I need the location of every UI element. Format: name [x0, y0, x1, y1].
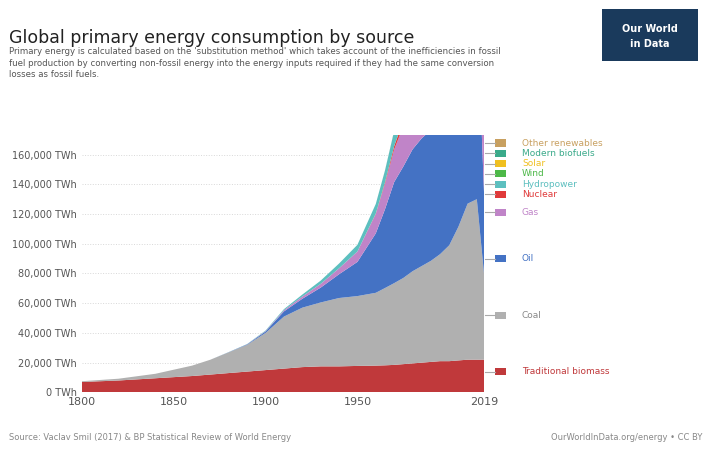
- Text: Primary energy is calculated based on the 'substitution method' which takes acco: Primary energy is calculated based on th…: [9, 47, 501, 56]
- Text: in Data: in Data: [630, 39, 669, 49]
- Text: Solar: Solar: [522, 159, 545, 168]
- Text: Our World: Our World: [622, 24, 678, 34]
- Text: Gas: Gas: [522, 208, 539, 217]
- Text: Hydropower: Hydropower: [522, 179, 577, 189]
- Text: Oil: Oil: [522, 254, 534, 263]
- Text: losses as fossil fuels.: losses as fossil fuels.: [9, 70, 100, 79]
- Text: Nuclear: Nuclear: [522, 190, 557, 199]
- Text: Global primary energy consumption by source: Global primary energy consumption by sou…: [9, 29, 414, 47]
- Text: Wind: Wind: [522, 170, 545, 178]
- Text: Source: Vaclav Smil (2017) & BP Statistical Review of World Energy: Source: Vaclav Smil (2017) & BP Statisti…: [9, 433, 291, 442]
- Text: OurWorldInData.org/energy • CC BY: OurWorldInData.org/energy • CC BY: [551, 433, 703, 442]
- Text: Modern biofuels: Modern biofuels: [522, 149, 595, 158]
- Text: Coal: Coal: [522, 311, 542, 320]
- Text: fuel production by converting non-fossil energy into the energy inputs required : fuel production by converting non-fossil…: [9, 59, 494, 68]
- Text: Traditional biomass: Traditional biomass: [522, 367, 609, 376]
- Text: Other renewables: Other renewables: [522, 138, 602, 147]
